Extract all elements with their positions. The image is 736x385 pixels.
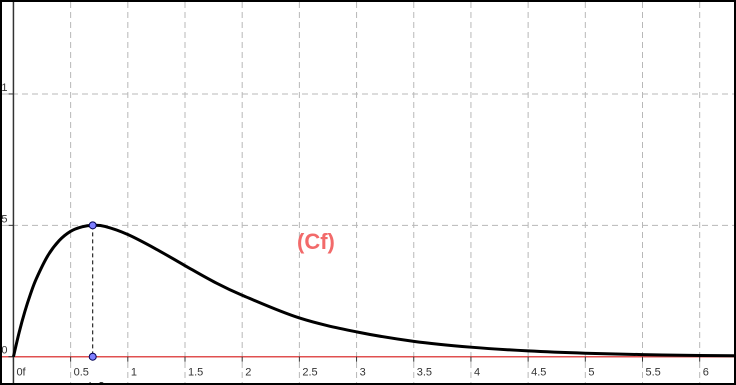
x-tick-label-6: 6 [703, 367, 709, 379]
ln2-point[interactable] [88, 352, 97, 361]
x-tick-label-0f: 0f [16, 367, 26, 379]
x-tick-label-2.5: 2.5 [302, 367, 317, 379]
y-tick-label-0.5: 0.5 [2, 213, 7, 225]
ln2-label: ln2 [89, 380, 105, 383]
x-tick-label-5: 5 [588, 367, 594, 379]
x-tick-label-3: 3 [360, 367, 366, 379]
y-tick-label-0: 0 [2, 345, 7, 357]
x-tick-label-5.5: 5.5 [646, 367, 661, 379]
curve-cf [11, 223, 734, 358]
max-point[interactable] [88, 221, 97, 230]
x-tick-label-3.5: 3.5 [417, 367, 432, 379]
curve-label: (Cf) [297, 229, 335, 254]
x-tick-label-4.5: 4.5 [531, 367, 546, 379]
x-tick-label-1.5: 1.5 [188, 367, 203, 379]
curve [11, 223, 734, 358]
tick-labels: 0f 0.5 1 1.5 2 2.5 3 3.5 4 4.5 5 5.5 6 0 0.5 1 [2, 82, 709, 379]
x-tick-label-2: 2 [245, 367, 251, 379]
x-tick-label-1: 1 [131, 367, 137, 379]
x-tick-label-0.5: 0.5 [74, 367, 89, 379]
max-point-markers[interactable]: ln2 [88, 221, 105, 383]
y-tick-label-1: 1 [2, 82, 7, 94]
x-tick-label-4: 4 [474, 367, 480, 379]
